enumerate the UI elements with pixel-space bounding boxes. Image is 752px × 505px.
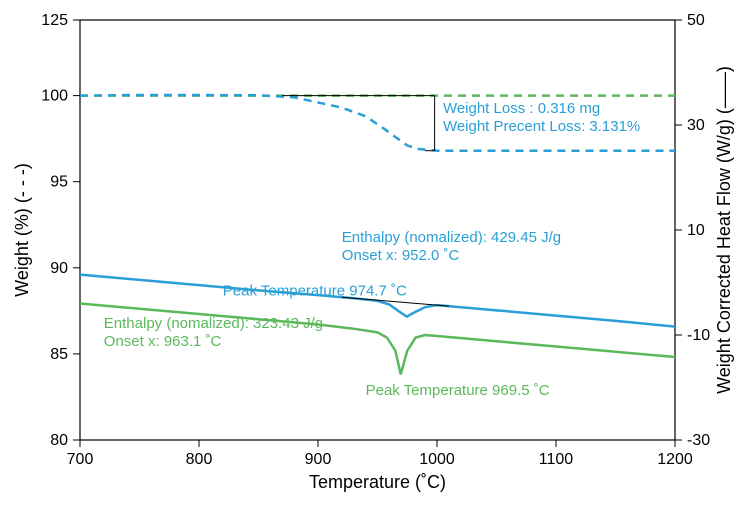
annotation-green-enth: Onset x: 963.1 ˚C [104, 333, 222, 350]
annotation-blue-peak: Peak Temperature 974.7 ˚C [223, 282, 407, 299]
y-right-tick-label: 50 [687, 12, 705, 29]
y-right-tick-label: 30 [687, 117, 705, 134]
annotation-weight-loss: Weight Loss : 0.316 mg [443, 100, 600, 117]
y-right-tick-label: 10 [687, 222, 705, 239]
annotation-green-enth: Enthalpy (nomalized): 323.43 J/g [104, 315, 323, 332]
y-left-tick-label: 90 [50, 260, 68, 277]
annotation-blue-enth: Onset x: 952.0 ˚C [342, 247, 460, 264]
x-tick-label: 1100 [539, 451, 574, 468]
y-right-axis-label: Weight Corrected Heat Flow (W/g) (——) [714, 66, 734, 394]
x-tick-label: 1000 [419, 451, 455, 468]
x-tick-label: 700 [67, 451, 94, 468]
annotation-green-peak: Peak Temperature 969.5 ˚C [366, 382, 550, 399]
x-tick-label: 800 [186, 451, 213, 468]
y-left-axis-label: Weight (%) (- - -) [12, 163, 32, 297]
y-left-tick-label: 100 [41, 88, 68, 105]
annotation-weight-loss: Weight Precent Loss: 3.131% [443, 118, 640, 135]
chart-svg: 700 800 900 1000 1100 1200 80 85 90 95 100 125 -30 -1… [0, 0, 752, 505]
x-tick-label: 1200 [657, 451, 693, 468]
thermal-analysis-chart: 700 800 900 1000 1100 1200 80 85 90 95 100 125 -30 -1… [0, 0, 752, 505]
y-left-tick-label: 95 [50, 174, 68, 191]
y-right-tick-label: -10 [687, 327, 710, 344]
y-right-tick-label: -30 [687, 432, 710, 449]
y-left-tick-label: 125 [41, 12, 68, 29]
y-left-tick-label: 80 [50, 432, 68, 449]
y-left-tick-label: 85 [50, 346, 68, 363]
x-axis-label: Temperature (˚C) [309, 472, 446, 492]
x-tick-label: 900 [305, 451, 332, 468]
annotation-blue-enth: Enthalpy (nomalized): 429.45 J/g [342, 229, 561, 246]
